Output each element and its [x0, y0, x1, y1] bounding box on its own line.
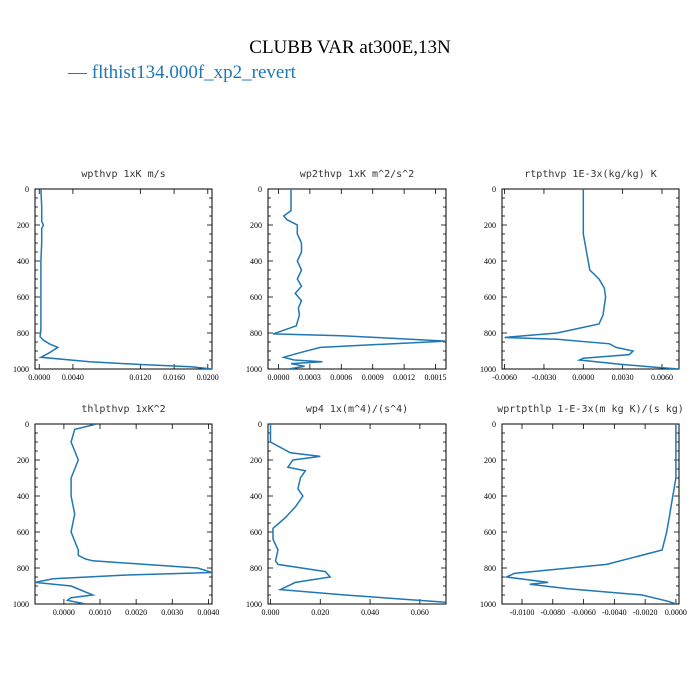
y-tick-label: 600 [250, 293, 262, 302]
series-line [504, 189, 679, 369]
x-tick-label: -0.0060 [571, 608, 596, 617]
y-tick-label: 0 [492, 185, 496, 194]
y-tick-label: 400 [17, 492, 29, 501]
x-tick-label: 0.0006 [330, 373, 352, 382]
x-tick-label: 0.0000 [665, 608, 687, 617]
y-tick-label: 400 [484, 492, 496, 501]
y-tick-label: 600 [17, 528, 29, 537]
plot-frame [501, 423, 680, 605]
y-tick-label: 200 [17, 221, 29, 230]
series-line [35, 424, 212, 604]
x-tick-label: -0.0040 [602, 608, 627, 617]
y-tick-label: 800 [250, 329, 262, 338]
y-tick-label: 800 [250, 564, 262, 573]
y-tick-label: 400 [17, 257, 29, 266]
y-tick-label: 1000 [13, 365, 29, 374]
figure-title: CLUBB VAR at300E,13N [249, 37, 451, 58]
legend: — flthist134.000f_xp2_revert [67, 62, 297, 83]
x-tick-label: -0.0060 [492, 373, 517, 382]
x-tick-label: 0.0030 [161, 608, 183, 617]
plot-frame [34, 188, 213, 370]
y-tick-label: 0 [25, 420, 29, 429]
y-tick-label: 0 [492, 420, 496, 429]
y-tick-label: 1000 [13, 600, 29, 609]
y-tick-label: 600 [484, 293, 496, 302]
plot-frame [34, 423, 213, 605]
x-tick-label: 0.0012 [393, 373, 415, 382]
panel-title: wp2thvp 1xK m^2/s^2 [300, 169, 414, 180]
x-tick-label: 0.000 [261, 608, 279, 617]
x-tick-label: -0.0030 [532, 373, 557, 382]
x-tick-label: -0.0100 [510, 608, 535, 617]
panel-4: thlpthvp 1xK^2 0 200 400 600 800 1000 0.0000 0.0… [13, 404, 219, 617]
legend-series-name: flthist134.000f_xp2_revert [92, 62, 297, 83]
series-line [269, 424, 446, 603]
panel-3: rtpthvp 1E-3x(kg/kg) K02004006008001000-… [480, 169, 680, 382]
series-line [272, 189, 446, 369]
y-tick-label: 200 [250, 221, 262, 230]
x-tick-label: 0.0060 [651, 373, 673, 382]
y-tick-label: 1000 [246, 600, 262, 609]
x-tick-label: 0.0020 [125, 608, 147, 617]
x-tick-label: -0.0020 [633, 608, 658, 617]
y-tick-label: 200 [484, 456, 496, 465]
panel-title: wprtpthlp 1-E-3x(m kg K)/(s kg) [497, 404, 684, 415]
y-tick-label: 600 [250, 528, 262, 537]
y-tick-label: 400 [484, 257, 496, 266]
y-tick-label: 200 [250, 456, 262, 465]
panel-title: wpthvp 1xK m/s [81, 169, 165, 180]
y-tick-label: 1000 [246, 365, 262, 374]
x-tick-label: 0.0000 [572, 373, 594, 382]
x-tick-label: 0.0120 [129, 373, 151, 382]
legend-label: — flthist134.000f_xp2_revert [67, 62, 297, 83]
y-tick-label: 800 [484, 329, 496, 338]
y-tick-label: 800 [17, 564, 29, 573]
x-tick-label: 0.0000 [28, 373, 50, 382]
y-tick-label: 800 [17, 329, 29, 338]
y-tick-label: 800 [484, 564, 496, 573]
x-tick-label: -0.0080 [540, 608, 565, 617]
y-tick-label: 0 [258, 420, 262, 429]
x-tick-label: 0.0015 [425, 373, 447, 382]
x-tick-label: 0.0040 [197, 608, 219, 617]
x-tick-label: 0.0200 [197, 373, 219, 382]
y-tick-label: 1000 [480, 365, 496, 374]
series-line [38, 189, 212, 369]
x-tick-label: 0.040 [361, 608, 379, 617]
y-tick-label: 1000 [480, 600, 496, 609]
x-tick-label: 0.0030 [612, 373, 634, 382]
panel-title: thlpthvp 1xK^2 [81, 404, 165, 415]
y-tick-label: 200 [17, 456, 29, 465]
series-line [503, 424, 677, 604]
x-tick-label: 0.0160 [163, 373, 185, 382]
y-tick-label: 400 [250, 492, 262, 501]
x-tick-label: 0.0009 [362, 373, 384, 382]
y-tick-label: 600 [17, 293, 29, 302]
plot-frame [267, 423, 447, 605]
x-tick-label: 0.0000 [267, 373, 289, 382]
panel-title: rtpthvp 1E-3x(kg/kg) K [524, 169, 656, 180]
x-tick-label: 0.0003 [299, 373, 321, 382]
y-tick-label: 400 [250, 257, 262, 266]
x-tick-label: 0.060 [411, 608, 429, 617]
y-tick-label: 0 [25, 185, 29, 194]
x-tick-label: 0.0040 [62, 373, 84, 382]
x-tick-label: 0.0000 [53, 608, 75, 617]
y-tick-label: 600 [484, 528, 496, 537]
panel-6: wprtpthlp 1-E-3x(m kg K)/(s kg)0 200 400 60… [480, 404, 687, 617]
x-tick-label: 0.0010 [89, 608, 111, 617]
panel-2: wp2thvp 1xK m^2/s^2 0 200 400 600 800 1000 0.00… [246, 169, 447, 382]
y-tick-label: 200 [484, 221, 496, 230]
panel-title: wp4 1x(m^4)/(s^4) [306, 404, 408, 415]
x-tick-label: 0.020 [311, 608, 329, 617]
y-tick-label: 0 [258, 185, 262, 194]
